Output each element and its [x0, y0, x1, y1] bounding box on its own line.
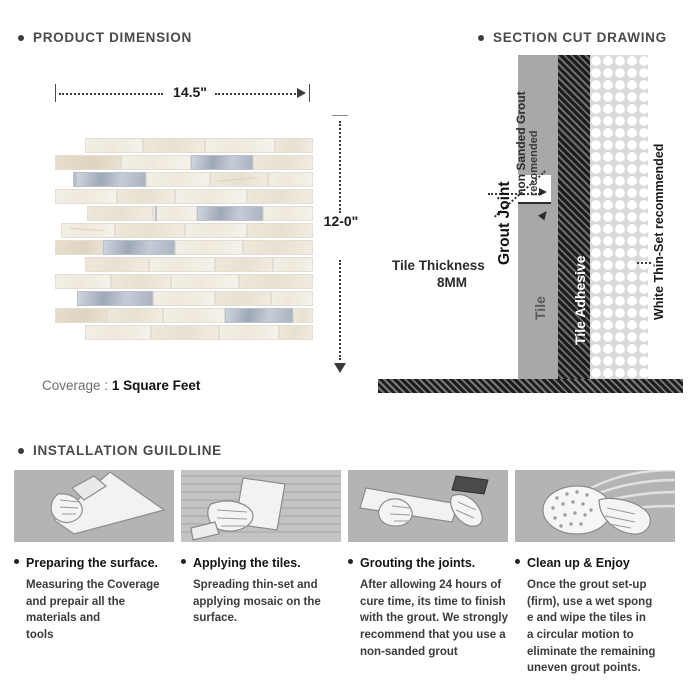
installation-heading-label: INSTALLATION GUILDLINE [33, 443, 222, 458]
step-body: Measuring the Coverage and prepair all t… [26, 579, 160, 642]
width-dimension-line-left [59, 93, 163, 95]
grout-joint-label: Grout Joint [496, 181, 513, 265]
bullet-icon [18, 447, 24, 454]
step-title: Clean up & Enjoy [527, 556, 630, 570]
tile-thickness-annotation: Tile Thickness 8MM [392, 258, 512, 292]
step-title: Preparing the surface. [26, 556, 158, 570]
installation-panel: INSTALLATION GUILDLINE Preparing the su [0, 435, 700, 700]
step-title: Applying the tiles. [193, 556, 301, 570]
installation-step: Clean up & Enjoy Once the grout set-up (… [515, 470, 675, 677]
recomended-note: recomended [528, 130, 540, 196]
width-dimension-line-right [215, 93, 299, 95]
thinset-leader-line [637, 262, 651, 264]
height-tick-top [332, 115, 348, 116]
step-body: Spreading thin-set and applying mosaic o… [193, 579, 321, 625]
width-tick-left [55, 84, 56, 102]
tile-thickness-value: 8MM [437, 274, 467, 290]
floor-base-band [378, 379, 683, 393]
installation-heading: INSTALLATION GUILDLINE [18, 443, 222, 458]
hand-trowel-measuring-icon [14, 470, 174, 542]
step-title-row: Grouting the joints. [348, 556, 508, 570]
hand-grouting-float-icon [348, 470, 508, 542]
tile-thickness-label: Tile Thickness [392, 258, 485, 273]
section-cut-heading: SECTION CUT DRAWING [478, 30, 667, 45]
white-thinset-label: White Thin-Set recommended [652, 143, 666, 320]
width-tick-right [309, 84, 310, 102]
width-dimension: 14.5" [55, 84, 310, 102]
product-dimension-panel: PRODUCT DIMENSION 14.5" [0, 20, 400, 420]
step-title: Grouting the joints. [360, 556, 476, 570]
installation-step: Preparing the surface. Measuring the Cov… [14, 470, 174, 677]
step-body: After allowing 24 hours of cure time, it… [360, 579, 509, 658]
installation-steps: Preparing the surface. Measuring the Cov… [14, 470, 686, 677]
step-title-row: Clean up & Enjoy [515, 556, 675, 570]
hand-spreading-thinset-icon [181, 470, 341, 542]
hand-sponge-cleaning-icon [515, 470, 675, 542]
step-body: Once the grout set-up (firm), use a wet … [527, 579, 656, 675]
tile-adhesive-label: Tile Adhesive [572, 255, 588, 345]
non-sanded-grout-note: non Sanded Grout [514, 91, 528, 196]
coverage-label: Coverage : [42, 378, 109, 393]
bullet-icon [515, 559, 520, 564]
bullet-icon [14, 559, 19, 564]
bullet-icon [181, 559, 186, 564]
grout-joint-edge-line [518, 202, 551, 204]
height-dimension-label: 12-0" [323, 213, 359, 229]
height-dimension-line-top [339, 121, 341, 213]
tile-adhesive-layer [558, 55, 590, 380]
installation-step: Applying the tiles. Spreading thin-set a… [181, 470, 341, 677]
bullet-icon [348, 559, 353, 564]
bullet-icon [18, 34, 24, 41]
width-dimension-label: 14.5" [173, 84, 207, 100]
grout-joint-leader-line [488, 193, 540, 195]
width-arrow-icon [297, 88, 306, 98]
grout-joint-leader-arrow-icon [539, 188, 547, 196]
section-cut-heading-label: SECTION CUT DRAWING [493, 30, 667, 45]
step-title-row: Applying the tiles. [181, 556, 341, 570]
thinset-substrate-layer [590, 55, 648, 380]
coverage-value: 1 Square Feet [111, 378, 201, 393]
tile-label: Tile [532, 296, 548, 320]
product-dimension-heading: PRODUCT DIMENSION [18, 30, 192, 45]
mosaic-tile-image [55, 138, 313, 353]
installation-step: Grouting the joints. After allowing 24 h… [348, 470, 508, 677]
height-dimension-line-bottom [339, 260, 341, 360]
height-dimension: 12-0" [324, 115, 358, 373]
step-title-row: Preparing the surface. [14, 556, 174, 570]
height-arrow-icon [334, 363, 346, 373]
tile-layer [518, 55, 558, 380]
coverage-line: Coverage : 1 Square Feet [42, 378, 200, 393]
bullet-icon [478, 34, 484, 41]
product-dimension-heading-label: PRODUCT DIMENSION [33, 30, 192, 45]
